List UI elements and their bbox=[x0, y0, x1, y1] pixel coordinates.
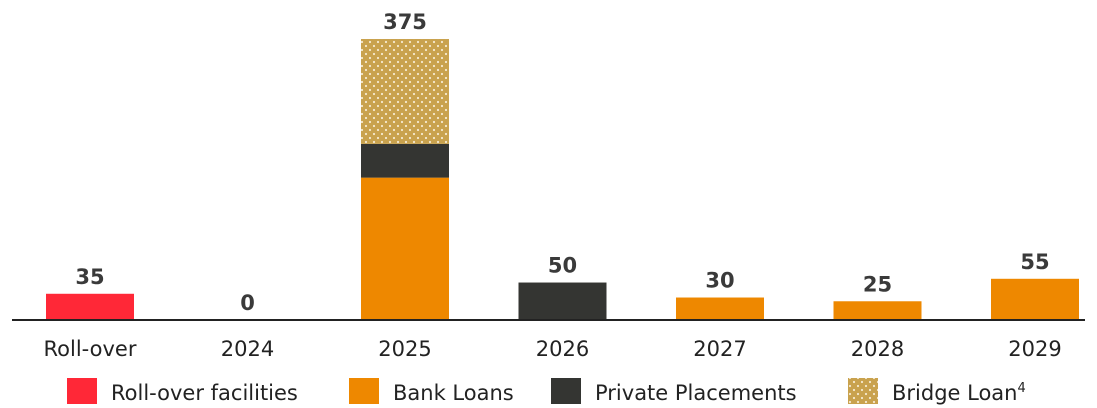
total-label-2028: 25 bbox=[863, 272, 892, 296]
legend-label-roll-over-facilities: Roll-over facilities bbox=[111, 381, 298, 405]
legend-swatch-bridge-loan bbox=[848, 378, 878, 404]
total-labels-layer: 35 0 375 50 30 25 55 bbox=[75, 10, 1049, 315]
legend-swatch-bank-loans bbox=[349, 378, 379, 404]
total-label-2027: 30 bbox=[705, 269, 734, 293]
bar-2026-private-placements bbox=[518, 282, 607, 320]
x-tick-label-roll-over: Roll-over bbox=[44, 337, 137, 361]
total-label-2024: 0 bbox=[240, 291, 255, 315]
legend: Roll-over facilities Bank Loans Private Pl… bbox=[67, 378, 1026, 405]
total-label-2029: 55 bbox=[1020, 250, 1049, 274]
bar-2028-bank-loans bbox=[833, 301, 922, 320]
x-tick-label-2029: 2029 bbox=[1008, 337, 1061, 361]
legend-label-bank-loans: Bank Loans bbox=[393, 381, 514, 405]
total-label-2026: 50 bbox=[548, 254, 577, 278]
bar-2025-private-placements bbox=[361, 143, 449, 178]
x-tick-label-2028: 2028 bbox=[851, 337, 904, 361]
legend-superscript: 4 bbox=[1018, 381, 1026, 396]
bar-2027-bank-loans bbox=[676, 297, 764, 320]
x-tick-labels-layer: Roll-over 2024 2025 2026 2027 2028 2029 bbox=[44, 337, 1062, 361]
legend-item-roll-over-facilities: Roll-over facilities bbox=[67, 378, 298, 405]
x-tick-label-2027: 2027 bbox=[693, 337, 746, 361]
bars-layer bbox=[46, 39, 1079, 320]
bar-2029-bank-loans bbox=[991, 278, 1079, 320]
x-tick-label-2026: 2026 bbox=[536, 337, 589, 361]
legend-label-bridge-loan: Bridge Loan4 bbox=[892, 381, 1026, 405]
bar-2025-bank-loans bbox=[361, 177, 449, 320]
x-tick-label-2025: 2025 bbox=[378, 337, 431, 361]
legend-item-bridge-loan: Bridge Loan4 bbox=[848, 378, 1026, 405]
legend-item-bank-loans: Bank Loans bbox=[349, 378, 514, 405]
total-label-2025: 375 bbox=[383, 10, 427, 34]
legend-label-private-placements: Private Placements bbox=[595, 381, 797, 405]
bar-roll-over-roll-over-facilities bbox=[46, 293, 134, 320]
legend-swatch-private-placements bbox=[551, 378, 581, 404]
total-label-roll-over: 35 bbox=[75, 265, 104, 289]
x-tick-label-2024: 2024 bbox=[221, 337, 274, 361]
legend-item-private-placements: Private Placements bbox=[551, 378, 797, 405]
legend-swatch-roll-over-facilities bbox=[67, 378, 97, 404]
bar-2025-bridge-loan bbox=[361, 39, 449, 144]
